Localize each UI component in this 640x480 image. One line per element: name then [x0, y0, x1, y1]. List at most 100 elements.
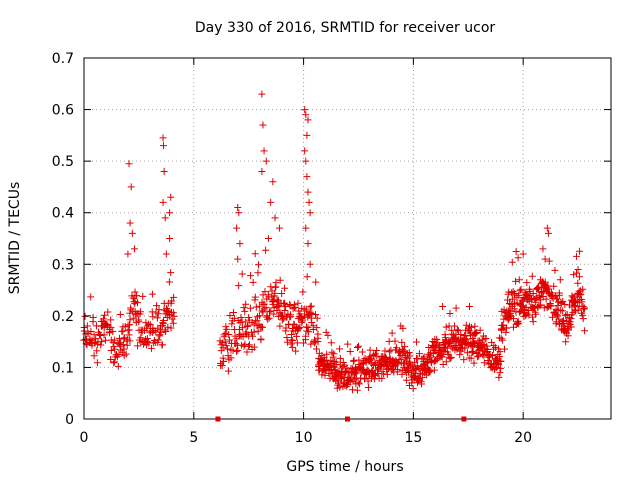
data-point [126, 316, 134, 324]
data-point [159, 134, 167, 142]
data-point [526, 291, 534, 299]
data-point [497, 357, 505, 365]
data-point [347, 373, 355, 381]
data-point [303, 131, 311, 139]
data-point [162, 250, 170, 258]
data-point [523, 279, 531, 287]
data-point [235, 209, 243, 217]
data-point [393, 368, 401, 376]
data-point [135, 318, 143, 326]
data-point [256, 302, 264, 310]
data-point [302, 305, 310, 313]
data-point [547, 302, 555, 310]
data-point [446, 354, 454, 362]
data-point [550, 282, 558, 290]
data-point [411, 358, 419, 366]
data-point [292, 347, 300, 355]
data-point [254, 269, 262, 277]
data-point [469, 334, 477, 342]
data-point [283, 334, 291, 342]
data-point [244, 321, 252, 329]
data-point [361, 375, 369, 383]
y-tick-label: 0 [65, 412, 74, 428]
data-point [478, 336, 486, 344]
data-point [554, 312, 562, 320]
data-point [322, 356, 330, 364]
data-point [237, 313, 245, 321]
data-point [303, 173, 311, 181]
data-point [581, 304, 589, 312]
data-point [353, 344, 361, 352]
data-point [503, 296, 511, 304]
data-point [119, 348, 127, 356]
data-point [120, 345, 128, 353]
data-point [107, 316, 115, 324]
data-point [441, 344, 449, 352]
data-point [327, 339, 335, 347]
data-point [131, 288, 139, 296]
data-point [250, 343, 258, 351]
data-point [233, 224, 241, 232]
data-point [159, 319, 167, 327]
data-point [223, 325, 231, 333]
data-point [166, 209, 174, 217]
data-point [556, 276, 564, 284]
data-point [473, 353, 481, 361]
data-point [574, 279, 582, 287]
data-point [247, 272, 255, 280]
data-point [325, 369, 333, 377]
data-point [235, 282, 243, 290]
data-point [260, 147, 268, 155]
data-point [536, 301, 544, 309]
data-point [302, 157, 310, 165]
data-point [388, 329, 396, 337]
data-point [502, 309, 510, 317]
data-point [115, 334, 123, 342]
data-point [322, 328, 330, 336]
y-tick-label: 0.4 [52, 206, 74, 222]
data-point [425, 369, 433, 377]
data-point [265, 308, 273, 316]
data-point [353, 386, 361, 394]
y-axis-title: SRMTID / TECUs [7, 182, 23, 295]
data-point [257, 336, 265, 344]
data-point [463, 340, 471, 348]
data-point [314, 334, 322, 342]
data-point [559, 307, 567, 315]
data-point [415, 350, 423, 358]
data-point [545, 285, 553, 293]
data-point [348, 386, 356, 394]
data-point [255, 261, 263, 269]
data-point [555, 315, 563, 323]
data-point [146, 321, 154, 329]
data-point [450, 322, 458, 330]
data-point [115, 350, 123, 358]
data-point [378, 374, 386, 382]
data-point [578, 298, 586, 306]
data-point [515, 291, 523, 299]
data-point [472, 330, 480, 338]
data-point [305, 328, 313, 336]
data-point [383, 370, 391, 378]
data-point [529, 318, 537, 326]
data-point [385, 337, 393, 345]
data-point [562, 338, 570, 346]
data-point [225, 331, 233, 339]
data-point [153, 302, 161, 310]
data-point [344, 340, 352, 348]
data-point [157, 328, 165, 336]
data-point [541, 255, 549, 263]
data-point [400, 348, 408, 356]
x-tick-label: 20 [514, 430, 532, 446]
data-point [514, 254, 522, 262]
data-point [221, 329, 229, 337]
data-point [539, 245, 547, 253]
data-point [290, 301, 298, 309]
data-point [125, 160, 133, 168]
data-points [80, 90, 589, 394]
data-point [106, 329, 114, 337]
y-tick-label: 0.6 [52, 103, 74, 119]
data-point [292, 332, 300, 340]
data-point [276, 322, 284, 330]
data-point [512, 277, 520, 285]
